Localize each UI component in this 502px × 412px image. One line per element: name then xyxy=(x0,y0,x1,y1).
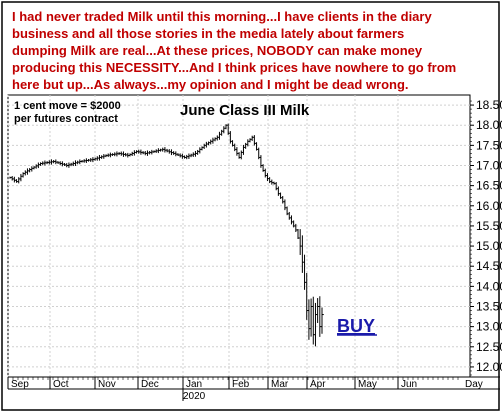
y-tick-label: 18.00 xyxy=(476,118,502,132)
x-tick-label: Dec xyxy=(141,379,159,390)
annotation-line-5: here but up...As always...my opinion and… xyxy=(12,77,409,92)
y-axis: 12.00 12.50 13.00 13.50 14.00 14.50 15.00 15.50… xyxy=(470,98,502,376)
y-tick-label: 15.50 xyxy=(476,219,502,233)
price-series xyxy=(9,123,324,347)
y-tick-label: 17.00 xyxy=(476,159,502,173)
y-tick-label: 13.50 xyxy=(476,300,502,314)
y-tick-label: 12.00 xyxy=(476,360,502,374)
x-axis: Sep Oct Nov Dec Jan Feb Mar Apr May Jun Day xyxy=(7,376,500,401)
annotation-line-4: producing this NECESSITY...And I think p… xyxy=(12,60,456,75)
y-tick-label: 14.00 xyxy=(476,279,502,293)
x-tick-label: Feb xyxy=(232,379,250,390)
x-tick-label: Apr xyxy=(310,379,326,390)
x-tick-label: Jan xyxy=(186,379,202,390)
y-tick-label: 14.50 xyxy=(476,259,502,273)
buy-label: BUY xyxy=(337,316,375,336)
x-tick-label: Sep xyxy=(11,379,29,390)
y-tick-label: 18.50 xyxy=(476,98,502,112)
contract-info-line-2: per futures contract xyxy=(14,113,118,125)
x-tick-label: May xyxy=(358,379,377,390)
x-tick-label: Oct xyxy=(53,379,69,390)
x-tick-label: Day xyxy=(465,379,483,390)
y-tick-label: 16.00 xyxy=(476,199,502,213)
chart-title: June Class III Milk xyxy=(180,102,310,119)
y-tick-label: 13.00 xyxy=(476,320,502,334)
annotation-line-2: business and all those stories in the me… xyxy=(12,26,404,41)
y-tick-label: 17.50 xyxy=(476,138,502,152)
x-tick-label: Mar xyxy=(271,379,289,390)
x-tick-label: Nov xyxy=(98,379,116,390)
y-tick-label: 15.00 xyxy=(476,239,502,253)
grid-layer xyxy=(7,95,470,377)
year-label: 2020 xyxy=(183,391,206,402)
plot-area xyxy=(7,94,471,378)
annotation-line-3: dumping Milk are real...At these prices,… xyxy=(12,43,423,58)
annotation-block: I had never traded Milk until this morni… xyxy=(12,9,456,92)
x-tick-label: Jun xyxy=(401,379,417,390)
y-tick-label: 12.50 xyxy=(476,340,502,354)
y-tick-label: 16.50 xyxy=(476,179,502,193)
contract-info-line-1: 1 cent move = $2000 xyxy=(14,100,121,112)
annotation-line-1: I had never traded Milk until this morni… xyxy=(12,9,432,24)
